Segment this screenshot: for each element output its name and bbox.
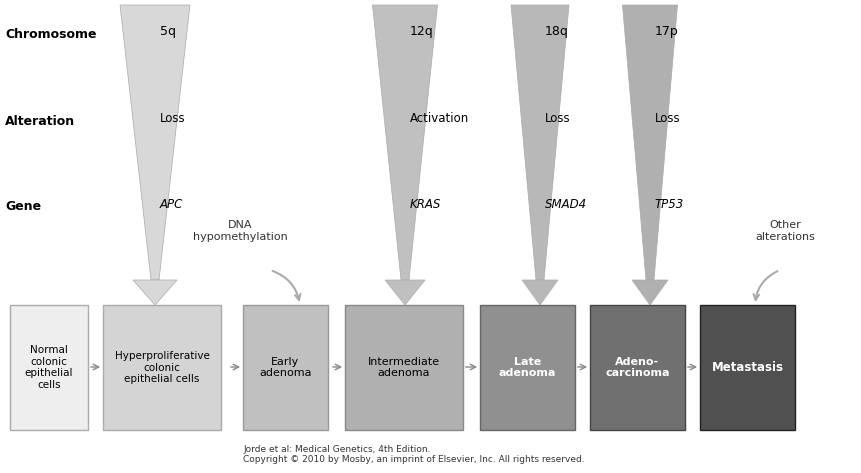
FancyBboxPatch shape — [699, 305, 794, 430]
FancyBboxPatch shape — [589, 305, 684, 430]
Text: Early
adenoma: Early adenoma — [259, 357, 312, 378]
Text: Loss: Loss — [160, 112, 185, 125]
Polygon shape — [511, 5, 568, 280]
Text: Adeno-
carcinoma: Adeno- carcinoma — [604, 357, 669, 378]
Text: 12q: 12q — [410, 25, 433, 38]
FancyBboxPatch shape — [102, 305, 220, 430]
Text: 5q: 5q — [160, 25, 176, 38]
Text: Chromosome: Chromosome — [5, 28, 96, 41]
Text: SMAD4: SMAD4 — [544, 198, 586, 211]
Text: Jorde et al: Medical Genetics, 4th Edition.
Copyright © 2010 by Mosby, an imprin: Jorde et al: Medical Genetics, 4th Editi… — [243, 445, 584, 464]
Text: Gene: Gene — [5, 200, 41, 213]
Text: Loss: Loss — [544, 112, 570, 125]
Text: Metastasis: Metastasis — [710, 361, 783, 374]
Polygon shape — [372, 5, 437, 280]
Text: Other
alterations: Other alterations — [754, 220, 814, 242]
Text: Loss: Loss — [654, 112, 680, 125]
Text: 17p: 17p — [654, 25, 678, 38]
Text: Activation: Activation — [410, 112, 468, 125]
Text: Normal
colonic
epithelial
cells: Normal colonic epithelial cells — [25, 345, 73, 390]
Text: 18q: 18q — [544, 25, 568, 38]
Polygon shape — [522, 280, 557, 305]
FancyBboxPatch shape — [10, 305, 88, 430]
FancyBboxPatch shape — [344, 305, 462, 430]
FancyBboxPatch shape — [480, 305, 574, 430]
Text: Intermediate
adenoma: Intermediate adenoma — [368, 357, 440, 378]
Polygon shape — [631, 280, 667, 305]
FancyBboxPatch shape — [243, 305, 328, 430]
Text: DNA
hypomethylation: DNA hypomethylation — [192, 220, 287, 242]
Polygon shape — [120, 5, 189, 280]
Polygon shape — [385, 280, 424, 305]
Text: TP53: TP53 — [654, 198, 684, 211]
Text: Alteration: Alteration — [5, 115, 75, 128]
Text: KRAS: KRAS — [410, 198, 441, 211]
Text: Hyperproliferative
colonic
epithelial cells: Hyperproliferative colonic epithelial ce… — [115, 351, 209, 384]
Text: Late
adenoma: Late adenoma — [499, 357, 555, 378]
Polygon shape — [133, 280, 177, 305]
Polygon shape — [622, 5, 677, 280]
Text: APC: APC — [160, 198, 183, 211]
